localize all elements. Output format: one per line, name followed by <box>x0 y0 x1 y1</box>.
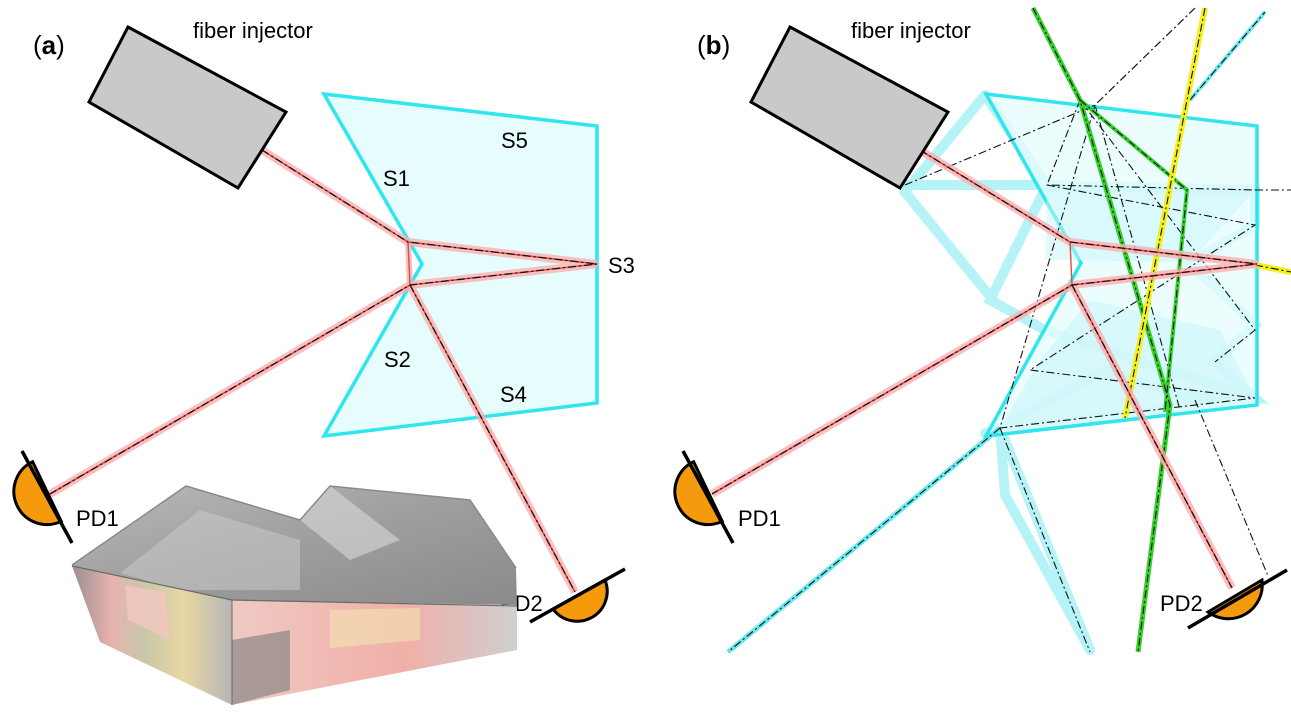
surface-label-s5: S5 <box>501 128 528 153</box>
surface-label-s2: S2 <box>384 347 411 372</box>
photodiode-pd2-a <box>529 567 626 624</box>
fiber-injector-label-b: fiber injector <box>851 18 971 43</box>
beam-green-b <box>1030 6 1190 653</box>
surface-label-s3: S3 <box>608 253 635 278</box>
panel-a: (a) fiber injector S5 S1 S3 S2 S4 PD1 <box>12 18 635 705</box>
surface-label-s4: S4 <box>500 382 527 407</box>
fiber-injector-b <box>749 24 951 191</box>
beam-path-a <box>47 146 598 594</box>
prism-photo <box>71 485 518 705</box>
beam-path-b <box>709 146 1258 590</box>
fiber-injector-a <box>87 24 289 191</box>
panel-a-label: (a) <box>33 30 65 60</box>
photodiode-pd2-b <box>1187 568 1288 630</box>
surface-label-s1: S1 <box>383 166 410 191</box>
photodiode-pd1-a <box>12 450 74 544</box>
panel-b: (b) <box>673 6 1291 655</box>
detector-label-pd2-b: PD2 <box>1160 591 1203 616</box>
beam-yellow-b <box>1122 7 1291 419</box>
fiber-injector-label-a: fiber injector <box>193 18 313 43</box>
detector-label-pd1-a: PD1 <box>76 506 119 531</box>
panel-b-label: (b) <box>697 30 730 60</box>
photodiode-pd1-b <box>673 450 735 544</box>
prism-a <box>320 91 599 439</box>
prism-b-ghost <box>1000 300 1255 428</box>
detector-label-pd1-b: PD1 <box>738 506 781 531</box>
